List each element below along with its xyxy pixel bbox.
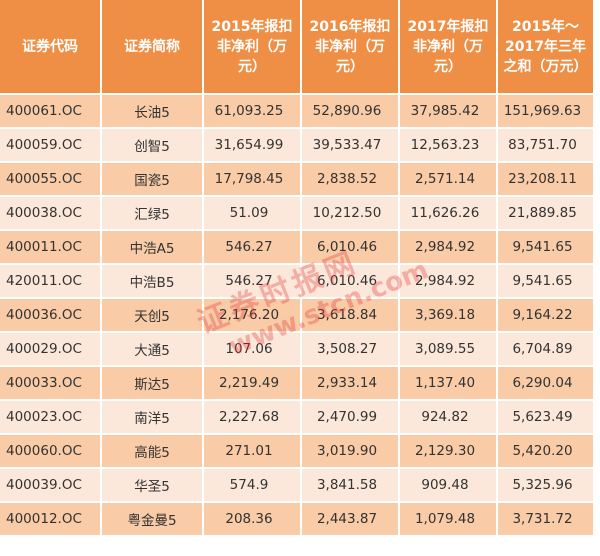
cell-profit-2016: 52,890.96 <box>302 95 398 127</box>
cell-name: 天创5 <box>102 299 202 331</box>
cell-profit-2017: 3,369.18 <box>400 299 496 331</box>
cell-profit-2017: 11,626.26 <box>400 197 496 229</box>
cell-profit-2017: 3,089.55 <box>400 333 496 365</box>
cell-code: 400055.OC <box>0 163 100 195</box>
cell-profit-2015: 546.27 <box>204 231 300 263</box>
cell-profit-total: 5,623.49 <box>498 401 593 433</box>
header-2017: 2017年报扣非净利（万元） <box>400 0 496 93</box>
table-row: 400055.OC 国瓷5 17,798.45 2,838.52 2,571.14 23,… <box>0 163 593 195</box>
cell-code: 400012.OC <box>0 503 100 535</box>
cell-profit-2017: 37,985.42 <box>400 95 496 127</box>
cell-code: 400059.OC <box>0 129 100 161</box>
header-2015: 2015年报扣非净利（万元） <box>204 0 300 93</box>
cell-code: 400033.OC <box>0 367 100 399</box>
cell-name: 大通5 <box>102 333 202 365</box>
cell-profit-total: 6,290.04 <box>498 367 593 399</box>
cell-code: 400039.OC <box>0 469 100 501</box>
cell-profit-2016: 10,212.50 <box>302 197 398 229</box>
cell-name: 创智5 <box>102 129 202 161</box>
cell-code: 400011.OC <box>0 231 100 263</box>
cell-name: 长油5 <box>102 95 202 127</box>
header-row: 证券代码 证券简称 2015年报扣非净利（万元） 2016年报扣非净利（万元） … <box>0 0 593 93</box>
cell-profit-2015: 2,176.20 <box>204 299 300 331</box>
cell-name: 中浩A5 <box>102 231 202 263</box>
cell-profit-2015: 546.27 <box>204 265 300 297</box>
table-row: 400039.OC 华圣5 574.9 3,841.58 909.48 5,325.96 <box>0 469 593 501</box>
cell-profit-2015: 31,654.99 <box>204 129 300 161</box>
cell-code: 400023.OC <box>0 401 100 433</box>
cell-profit-total: 9,164.22 <box>498 299 593 331</box>
cell-name: 粤金曼5 <box>102 503 202 535</box>
cell-profit-2016: 6,010.46 <box>302 231 398 263</box>
cell-profit-2015: 107.06 <box>204 333 300 365</box>
cell-code: 420011.OC <box>0 265 100 297</box>
header-total: 2015年～2017年三年之和（万元） <box>498 0 593 93</box>
cell-profit-total: 23,208.11 <box>498 163 593 195</box>
cell-name: 国瓷5 <box>102 163 202 195</box>
cell-profit-2017: 1,137.40 <box>400 367 496 399</box>
cell-profit-2015: 61,093.25 <box>204 95 300 127</box>
cell-name: 斯达5 <box>102 367 202 399</box>
cell-profit-2016: 3,019.90 <box>302 435 398 467</box>
cell-profit-2016: 3,841.58 <box>302 469 398 501</box>
cell-code: 400038.OC <box>0 197 100 229</box>
cell-name: 中浩B5 <box>102 265 202 297</box>
cell-profit-2016: 2,470.99 <box>302 401 398 433</box>
table-row: 400036.OC 天创5 2,176.20 3,618.84 3,369.18 9,16… <box>0 299 593 331</box>
cell-code: 400036.OC <box>0 299 100 331</box>
cell-profit-total: 9,541.65 <box>498 231 593 263</box>
cell-profit-total: 151,969.63 <box>498 95 593 127</box>
cell-name: 华圣5 <box>102 469 202 501</box>
table-row: 400059.OC 创智5 31,654.99 39,533.47 12,563.23 8… <box>0 129 593 161</box>
cell-profit-2017: 2,571.14 <box>400 163 496 195</box>
cell-code: 400061.OC <box>0 95 100 127</box>
cell-profit-2016: 3,618.84 <box>302 299 398 331</box>
table-row: 400060.OC 高能5 271.01 3,019.90 2,129.30 5,420.… <box>0 435 593 467</box>
cell-profit-2016: 2,838.52 <box>302 163 398 195</box>
cell-code: 400029.OC <box>0 333 100 365</box>
header-code: 证券代码 <box>0 0 100 93</box>
cell-profit-2015: 17,798.45 <box>204 163 300 195</box>
cell-profit-2017: 1,079.48 <box>400 503 496 535</box>
table-row: 400011.OC 中浩A5 546.27 6,010.46 2,984.92 9,541… <box>0 231 593 263</box>
table-row: 420011.OC 中浩B5 546.27 6,010.46 2,984.92 9,541… <box>0 265 593 297</box>
cell-profit-2015: 2,227.68 <box>204 401 300 433</box>
cell-profit-2015: 574.9 <box>204 469 300 501</box>
cell-profit-total: 9,541.65 <box>498 265 593 297</box>
cell-profit-2015: 271.01 <box>204 435 300 467</box>
cell-profit-2016: 2,443.87 <box>302 503 398 535</box>
cell-profit-2015: 2,219.49 <box>204 367 300 399</box>
header-2016: 2016年报扣非净利（万元） <box>302 0 398 93</box>
table-row: 400023.OC 南洋5 2,227.68 2,470.99 924.82 5,623.… <box>0 401 593 433</box>
cell-name: 南洋5 <box>102 401 202 433</box>
cell-profit-total: 6,704.89 <box>498 333 593 365</box>
cell-profit-2017: 924.82 <box>400 401 496 433</box>
cell-profit-2016: 2,933.14 <box>302 367 398 399</box>
cell-profit-2015: 51.09 <box>204 197 300 229</box>
table-row: 400029.OC 大通5 107.06 3,508.27 3,089.55 6,704.… <box>0 333 593 365</box>
table-row: 400012.OC 粤金曼5 208.36 2,443.87 1,079.48 3,731… <box>0 503 593 535</box>
net-profit-table: 证券代码 证券简称 2015年报扣非净利（万元） 2016年报扣非净利（万元） … <box>0 0 595 537</box>
cell-profit-2016: 3,508.27 <box>302 333 398 365</box>
cell-profit-2017: 2,984.92 <box>400 265 496 297</box>
table-row: 400038.OC 汇绿5 51.09 10,212.50 11,626.26 21,88… <box>0 197 593 229</box>
cell-profit-total: 3,731.72 <box>498 503 593 535</box>
cell-profit-2017: 2,129.30 <box>400 435 496 467</box>
cell-profit-2017: 2,984.92 <box>400 231 496 263</box>
cell-profit-2016: 39,533.47 <box>302 129 398 161</box>
cell-profit-2016: 6,010.46 <box>302 265 398 297</box>
cell-profit-total: 5,325.96 <box>498 469 593 501</box>
table-row: 400033.OC 斯达5 2,219.49 2,933.14 1,137.40 6,29… <box>0 367 593 399</box>
cell-code: 400060.OC <box>0 435 100 467</box>
cell-name: 高能5 <box>102 435 202 467</box>
cell-profit-total: 83,751.70 <box>498 129 593 161</box>
cell-profit-2017: 909.48 <box>400 469 496 501</box>
cell-profit-total: 5,420.20 <box>498 435 593 467</box>
cell-profit-2017: 12,563.23 <box>400 129 496 161</box>
cell-profit-2015: 208.36 <box>204 503 300 535</box>
header-name: 证券简称 <box>102 0 202 93</box>
cell-profit-total: 21,889.85 <box>498 197 593 229</box>
table-row: 400061.OC 长油5 61,093.25 52,890.96 37,985.42 1… <box>0 95 593 127</box>
cell-name: 汇绿5 <box>102 197 202 229</box>
